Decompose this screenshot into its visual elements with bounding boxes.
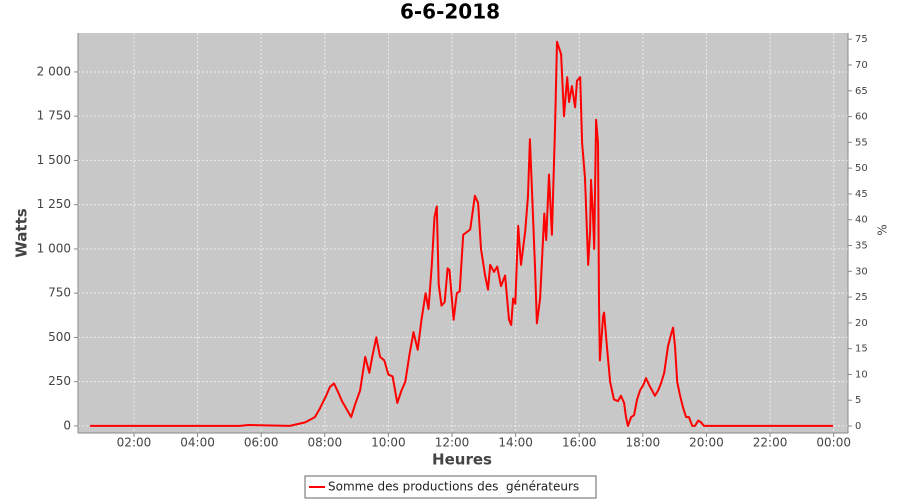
y2-tick-label: 30 (855, 266, 868, 277)
y-tick-label: 1 750 (37, 109, 71, 123)
x-tick-label: 20:00 (689, 436, 724, 450)
y2-tick-label: 35 (855, 241, 868, 252)
y-tick-label: 500 (48, 330, 71, 344)
series-line (90, 40, 834, 427)
y2-tick-label: 55 (855, 137, 868, 148)
y2-tick-label: 75 (855, 34, 868, 45)
y-tick-label: 1 500 (37, 153, 71, 167)
x-tick-label: 16:00 (562, 436, 597, 450)
x-tick-label: 02:00 (117, 436, 152, 450)
y2-tick-label: 10 (855, 369, 868, 380)
x-tick-label: 00:00 (816, 436, 851, 450)
x-tick-label: 08:00 (308, 436, 343, 450)
y2-axis-title: % (876, 224, 890, 235)
y2-tick-label: 70 (855, 60, 868, 71)
y2-tick-label: 65 (855, 86, 868, 97)
y2-tick-label: 45 (855, 189, 868, 200)
x-tick-label: 14:00 (498, 436, 533, 450)
y-tick-label: 250 (48, 374, 71, 388)
y-tick-label: 1 000 (37, 241, 71, 255)
legend: Somme des productions des générateurs (304, 475, 597, 499)
y2-tick-label: 40 (855, 215, 868, 226)
y-tick-label: 1 250 (37, 197, 71, 211)
y2-tick-label: 0 (855, 421, 861, 432)
y2-tick-label: 15 (855, 344, 868, 355)
y-tick-label: 2 000 (37, 64, 71, 78)
x-tick-label: 18:00 (626, 436, 661, 450)
chart-title: 6-6-2018 (400, 0, 500, 24)
x-axis-title: Heures (432, 451, 492, 469)
y-axis-title: Watts (13, 208, 31, 257)
y2-tick-label: 50 (855, 163, 868, 174)
marks (90, 40, 834, 427)
x-tick-label: 10:00 (371, 436, 406, 450)
y2-tick-label: 60 (855, 112, 868, 123)
y-tick-label: 750 (48, 286, 71, 300)
plot-area (78, 33, 848, 433)
legend-box (304, 475, 597, 499)
y2-tick-label: 20 (855, 318, 868, 329)
x-tick-label: 06:00 (244, 436, 279, 450)
y2-tick-label: 5 (855, 395, 861, 406)
legend-label: Somme des productions des générateurs (328, 480, 579, 494)
x-tick-label: 22:00 (753, 436, 788, 450)
y2-tick-label: 25 (855, 292, 868, 303)
y-tick-label: 0 (63, 418, 71, 432)
x-tick-label: 12:00 (435, 436, 470, 450)
x-tick-label: 04:00 (180, 436, 215, 450)
